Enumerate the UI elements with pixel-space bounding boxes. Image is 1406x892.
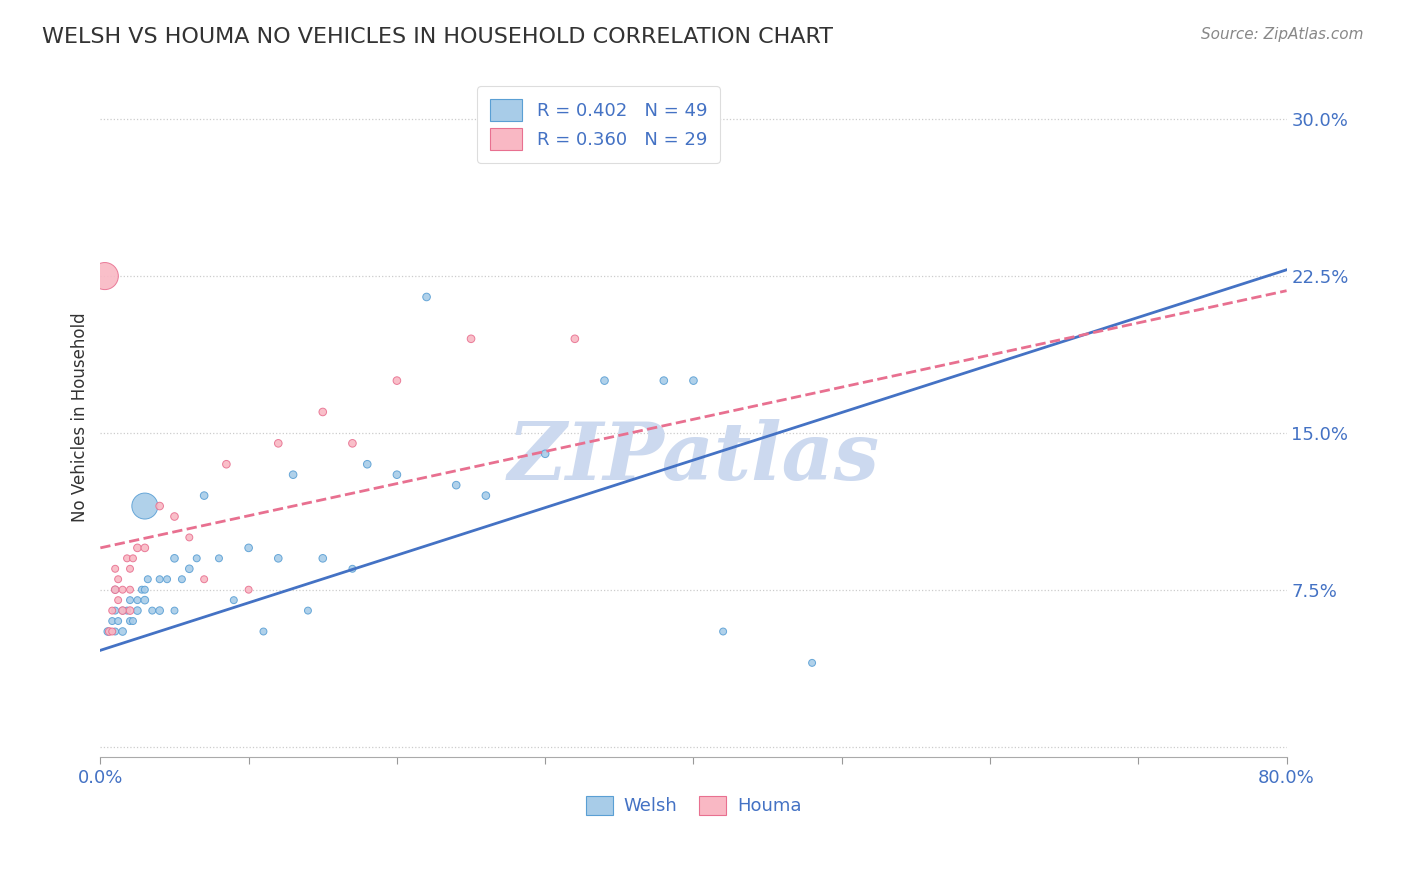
Point <box>127 593 149 607</box>
Point <box>682 374 704 388</box>
Point <box>107 593 129 607</box>
Point <box>111 604 134 618</box>
Point <box>104 624 127 639</box>
Point <box>131 582 153 597</box>
Point <box>415 290 437 304</box>
Text: Source: ZipAtlas.com: Source: ZipAtlas.com <box>1201 27 1364 42</box>
Point <box>141 604 163 618</box>
Point <box>652 374 675 388</box>
Point <box>179 562 201 576</box>
Point <box>193 489 215 503</box>
Point <box>208 551 231 566</box>
Point <box>118 562 141 576</box>
Point <box>101 604 124 618</box>
Point <box>149 499 172 513</box>
Text: ZIPatlas: ZIPatlas <box>508 419 880 497</box>
Point <box>267 436 290 450</box>
Point <box>101 624 124 639</box>
Point <box>179 530 201 544</box>
Point <box>342 436 364 450</box>
Point <box>238 541 260 555</box>
Point <box>444 478 467 492</box>
Point <box>98 624 121 639</box>
Point <box>134 499 156 513</box>
Text: WELSH VS HOUMA NO VEHICLES IN HOUSEHOLD CORRELATION CHART: WELSH VS HOUMA NO VEHICLES IN HOUSEHOLD … <box>42 27 834 46</box>
Point <box>170 572 193 586</box>
Point <box>136 572 159 586</box>
Legend: Welsh, Houma: Welsh, Houma <box>578 789 808 822</box>
Point <box>149 572 172 586</box>
Point <box>163 509 186 524</box>
Point <box>356 457 378 471</box>
Point <box>593 374 616 388</box>
Point <box>101 614 124 628</box>
Point <box>312 551 335 566</box>
Point <box>118 582 141 597</box>
Point <box>186 551 208 566</box>
Point <box>156 572 179 586</box>
Point <box>118 593 141 607</box>
Point <box>163 604 186 618</box>
Point <box>111 604 134 618</box>
Point <box>104 582 127 597</box>
Point <box>127 604 149 618</box>
Point <box>127 541 149 555</box>
Point <box>115 551 138 566</box>
Point <box>104 582 127 597</box>
Point <box>267 551 290 566</box>
Point <box>122 551 145 566</box>
Point <box>711 624 734 639</box>
Point <box>564 332 586 346</box>
Point <box>111 624 134 639</box>
Point <box>107 614 129 628</box>
Point <box>801 656 824 670</box>
Point <box>252 624 274 639</box>
Point <box>118 614 141 628</box>
Point <box>297 604 319 618</box>
Point <box>534 447 557 461</box>
Point <box>134 541 156 555</box>
Point <box>111 582 134 597</box>
Point <box>312 405 335 419</box>
Point <box>281 467 304 482</box>
Point <box>193 572 215 586</box>
Point <box>460 332 482 346</box>
Point <box>134 582 156 597</box>
Point <box>94 268 117 283</box>
Point <box>475 489 498 503</box>
Point <box>118 604 141 618</box>
Point <box>385 374 408 388</box>
Point <box>385 467 408 482</box>
Point <box>215 457 238 471</box>
Point <box>342 562 364 576</box>
Point <box>222 593 245 607</box>
Point <box>122 614 145 628</box>
Point <box>104 604 127 618</box>
Y-axis label: No Vehicles in Household: No Vehicles in Household <box>72 312 89 522</box>
Point <box>134 593 156 607</box>
Point <box>97 624 120 639</box>
Point <box>163 551 186 566</box>
Point <box>149 604 172 618</box>
Point <box>238 582 260 597</box>
Point <box>104 562 127 576</box>
Point <box>107 572 129 586</box>
Point <box>115 604 138 618</box>
